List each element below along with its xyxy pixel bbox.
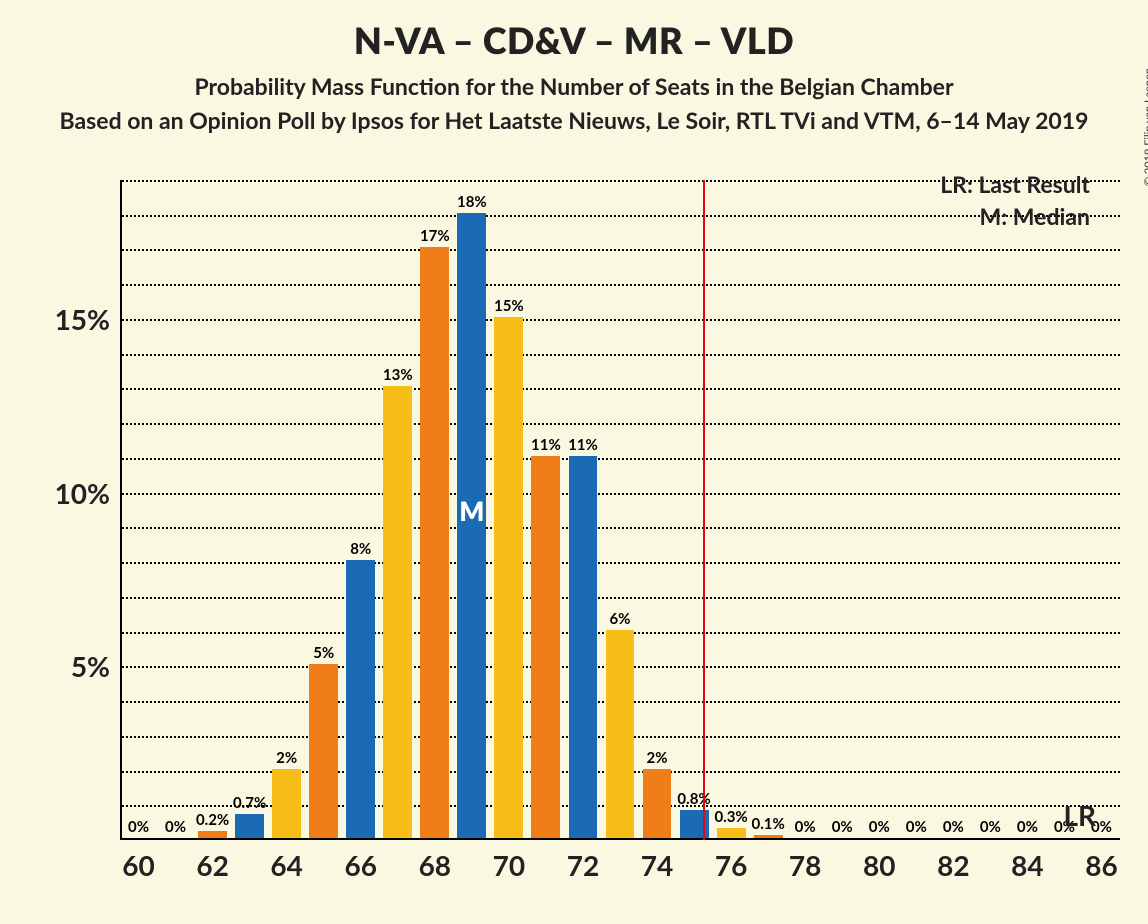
bar-value-label: 11% <box>531 436 561 454</box>
gridline <box>122 354 1120 356</box>
bar-value-label: 18% <box>457 193 487 211</box>
bar: 13% <box>383 386 412 838</box>
bar: 6% <box>606 630 635 838</box>
copyright-text: © 2019 Filip van Laenen <box>1142 68 1148 186</box>
x-axis-label: 74 <box>641 848 673 882</box>
gridline <box>122 493 1120 495</box>
x-axis-label: 78 <box>789 848 821 882</box>
gridline <box>122 458 1120 460</box>
last-result-line <box>703 180 705 840</box>
bar-value-label: 0% <box>980 818 1001 836</box>
bar-value-label: 13% <box>383 366 413 384</box>
bar-value-label: 0% <box>165 818 186 836</box>
gridline <box>122 597 1120 599</box>
x-axis-label: 86 <box>1085 848 1117 882</box>
gridline <box>122 388 1120 390</box>
bar-value-label: 0% <box>869 818 890 836</box>
bar-value-label: 0% <box>832 818 853 836</box>
bar: 11% <box>531 456 560 838</box>
x-axis-label: 72 <box>567 848 599 882</box>
gridline <box>122 215 1120 217</box>
bar: 2% <box>272 769 301 838</box>
x-axis-label: 80 <box>863 848 895 882</box>
bar-value-label: 6% <box>609 610 630 628</box>
bar-value-label: 0% <box>906 818 927 836</box>
bar-value-label: 8% <box>350 540 371 558</box>
bar: 0.7% <box>235 814 264 838</box>
bar: 18% <box>457 213 486 838</box>
x-axis-label: 66 <box>344 848 376 882</box>
x-axis-label: 68 <box>419 848 451 882</box>
y-axis <box>120 180 122 840</box>
bar: 5% <box>309 664 338 838</box>
bar-value-label: 15% <box>494 297 524 315</box>
x-axis-label: 62 <box>196 848 228 882</box>
y-axis-label: 5% <box>71 649 110 683</box>
gridline <box>122 423 1120 425</box>
bar: 17% <box>420 247 449 838</box>
gridline <box>122 562 1120 564</box>
bar-value-label: 0.3% <box>714 808 747 826</box>
x-axis-label: 76 <box>715 848 747 882</box>
gridline <box>122 527 1120 529</box>
bar-value-label: 0.1% <box>752 815 785 833</box>
x-axis <box>120 838 1120 840</box>
x-axis-label: 82 <box>937 848 969 882</box>
chart-subtitle: Probability Mass Function for the Number… <box>0 72 1148 100</box>
bar-value-label: 0.7% <box>233 794 266 812</box>
bar-value-label: 0% <box>128 818 149 836</box>
gridline <box>122 284 1120 286</box>
y-axis-label: 15% <box>55 302 110 336</box>
bar-value-label: 17% <box>420 227 450 245</box>
bar-value-label: 0% <box>795 818 816 836</box>
bar-value-label: 0.2% <box>196 811 229 829</box>
x-axis-label: 60 <box>122 848 154 882</box>
x-axis-label: 64 <box>270 848 302 882</box>
bar-value-label: 0% <box>1017 818 1038 836</box>
bar-value-label: 0.8% <box>677 790 710 808</box>
plot-area: 0%0%0.2%0.7%2%5%8%13%17%18%15%11%11%6%2%… <box>120 180 1120 840</box>
bar: 15% <box>494 317 523 838</box>
bar: 0.2% <box>198 831 227 838</box>
legend-m: M: Median <box>980 202 1090 230</box>
bar: 11% <box>569 456 598 838</box>
x-axis-label: 84 <box>1011 848 1043 882</box>
bar-value-label: 5% <box>313 644 334 662</box>
bar: 0.3% <box>717 828 746 838</box>
bar-value-label: 2% <box>276 749 297 767</box>
legend-lr: LR: Last Result <box>940 170 1090 198</box>
bar-value-label: 11% <box>568 436 598 454</box>
chart-subtitle2: Based on an Opinion Poll by Ipsos for He… <box>0 106 1148 134</box>
bar: 0.1% <box>754 835 783 838</box>
last-result-label: LR <box>1063 798 1096 832</box>
gridline <box>122 249 1120 251</box>
y-axis-label: 10% <box>55 476 110 510</box>
bar-value-label: 0% <box>943 818 964 836</box>
bar: 2% <box>643 769 672 838</box>
bar-value-label: 2% <box>647 749 668 767</box>
gridline <box>122 319 1120 321</box>
bar: 8% <box>346 560 375 838</box>
chart-title: N-VA – CD&V – MR – VLD <box>0 0 1148 62</box>
x-axis-label: 70 <box>493 848 525 882</box>
